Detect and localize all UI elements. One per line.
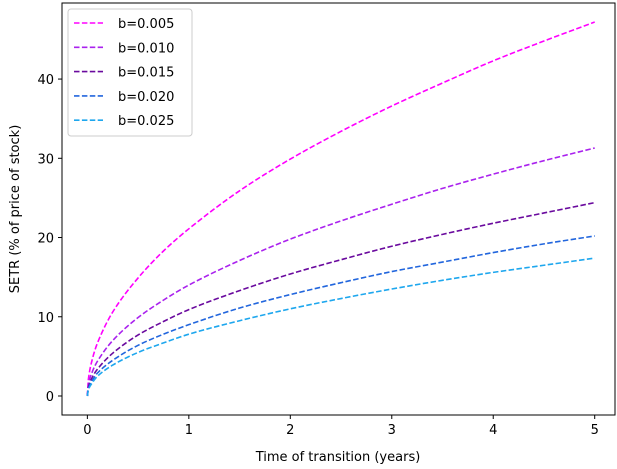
x-axis-label: Time of transition (years) [255,450,421,465]
series-line-2 [86,147,595,397]
legend-entry: b=0.005 [74,17,174,32]
x-tick-label: 3 [388,423,396,438]
legend-entry: b=0.010 [74,41,174,56]
y-tick-label: 30 [37,152,54,167]
legend-label: b=0.005 [118,17,174,32]
y-axis-label: SETR (% of price of stock) [8,125,23,294]
legend-box [67,8,193,137]
y-tick-label: 20 [37,232,54,247]
series-line-1 [86,21,595,397]
y-ticks: 0 10 20 30 40 [37,73,62,405]
x-tick-label: 2 [286,423,294,438]
legend-label: b=0.010 [118,41,174,56]
series-line-4 [86,235,595,397]
series-line-5 [86,257,595,397]
legend-entry: b=0.025 [74,114,174,129]
x-tick-label: 5 [591,423,599,438]
x-ticks: 0 1 2 3 4 5 [83,415,599,438]
x-tick-label: 0 [83,423,91,438]
x-tick-label: 4 [489,423,497,438]
series-group [86,21,595,397]
legend-label: b=0.015 [118,66,174,81]
legend-entry: b=0.020 [74,90,174,105]
legend-label: b=0.025 [118,114,174,129]
y-tick-label: 0 [46,390,54,405]
x-tick-label: 1 [185,423,193,438]
y-tick-label: 40 [37,73,54,88]
plot-frame [61,2,616,416]
legend-entry: b=0.015 [74,66,174,81]
series-line-3 [86,201,595,397]
legend: b=0.005 b=0.010 b=0.015 b=0.020 b=0.025 [67,8,193,137]
legend-label: b=0.020 [118,90,174,105]
y-tick-label: 10 [37,311,54,326]
